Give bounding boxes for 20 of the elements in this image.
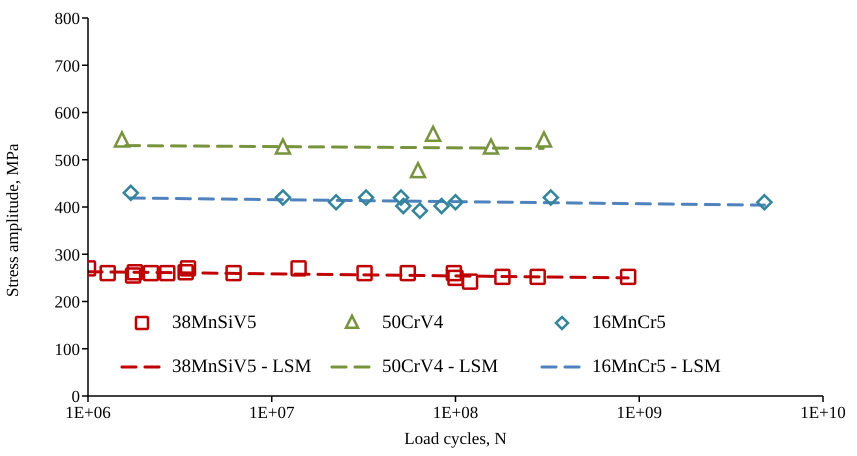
- y-axis-title: Stress amplitude, MPa: [3, 143, 22, 297]
- y-tick-label: 700: [54, 56, 80, 76]
- legend-label: 16MnCr5: [592, 312, 666, 334]
- legend-label: 38MnSiV5 - LSM: [172, 356, 312, 378]
- x-tick-label: 1E+09: [616, 403, 662, 422]
- legend-label: 50CrV4: [382, 312, 444, 334]
- y-tick-label: 300: [54, 245, 80, 264]
- y-tick-label: 200: [54, 292, 80, 312]
- x-tick-label: 1E+07: [249, 403, 295, 422]
- x-tick-label: 1E+10: [800, 403, 846, 422]
- y-tick-label: 800: [54, 9, 80, 28]
- x-axis-title: Load cycles, N: [404, 429, 507, 448]
- y-tick-label: 600: [54, 104, 80, 123]
- y-tick-label: 500: [54, 150, 80, 170]
- legend-label: 50CrV4 - LSM: [382, 356, 498, 378]
- y-tick-label: 400: [54, 198, 80, 218]
- legend-label: 38MnSiV5: [172, 312, 256, 334]
- y-tick-label: 100: [54, 340, 80, 359]
- legend-label: 16MnCr5 - LSM: [592, 356, 721, 378]
- x-tick-label: 1E+08: [432, 403, 478, 422]
